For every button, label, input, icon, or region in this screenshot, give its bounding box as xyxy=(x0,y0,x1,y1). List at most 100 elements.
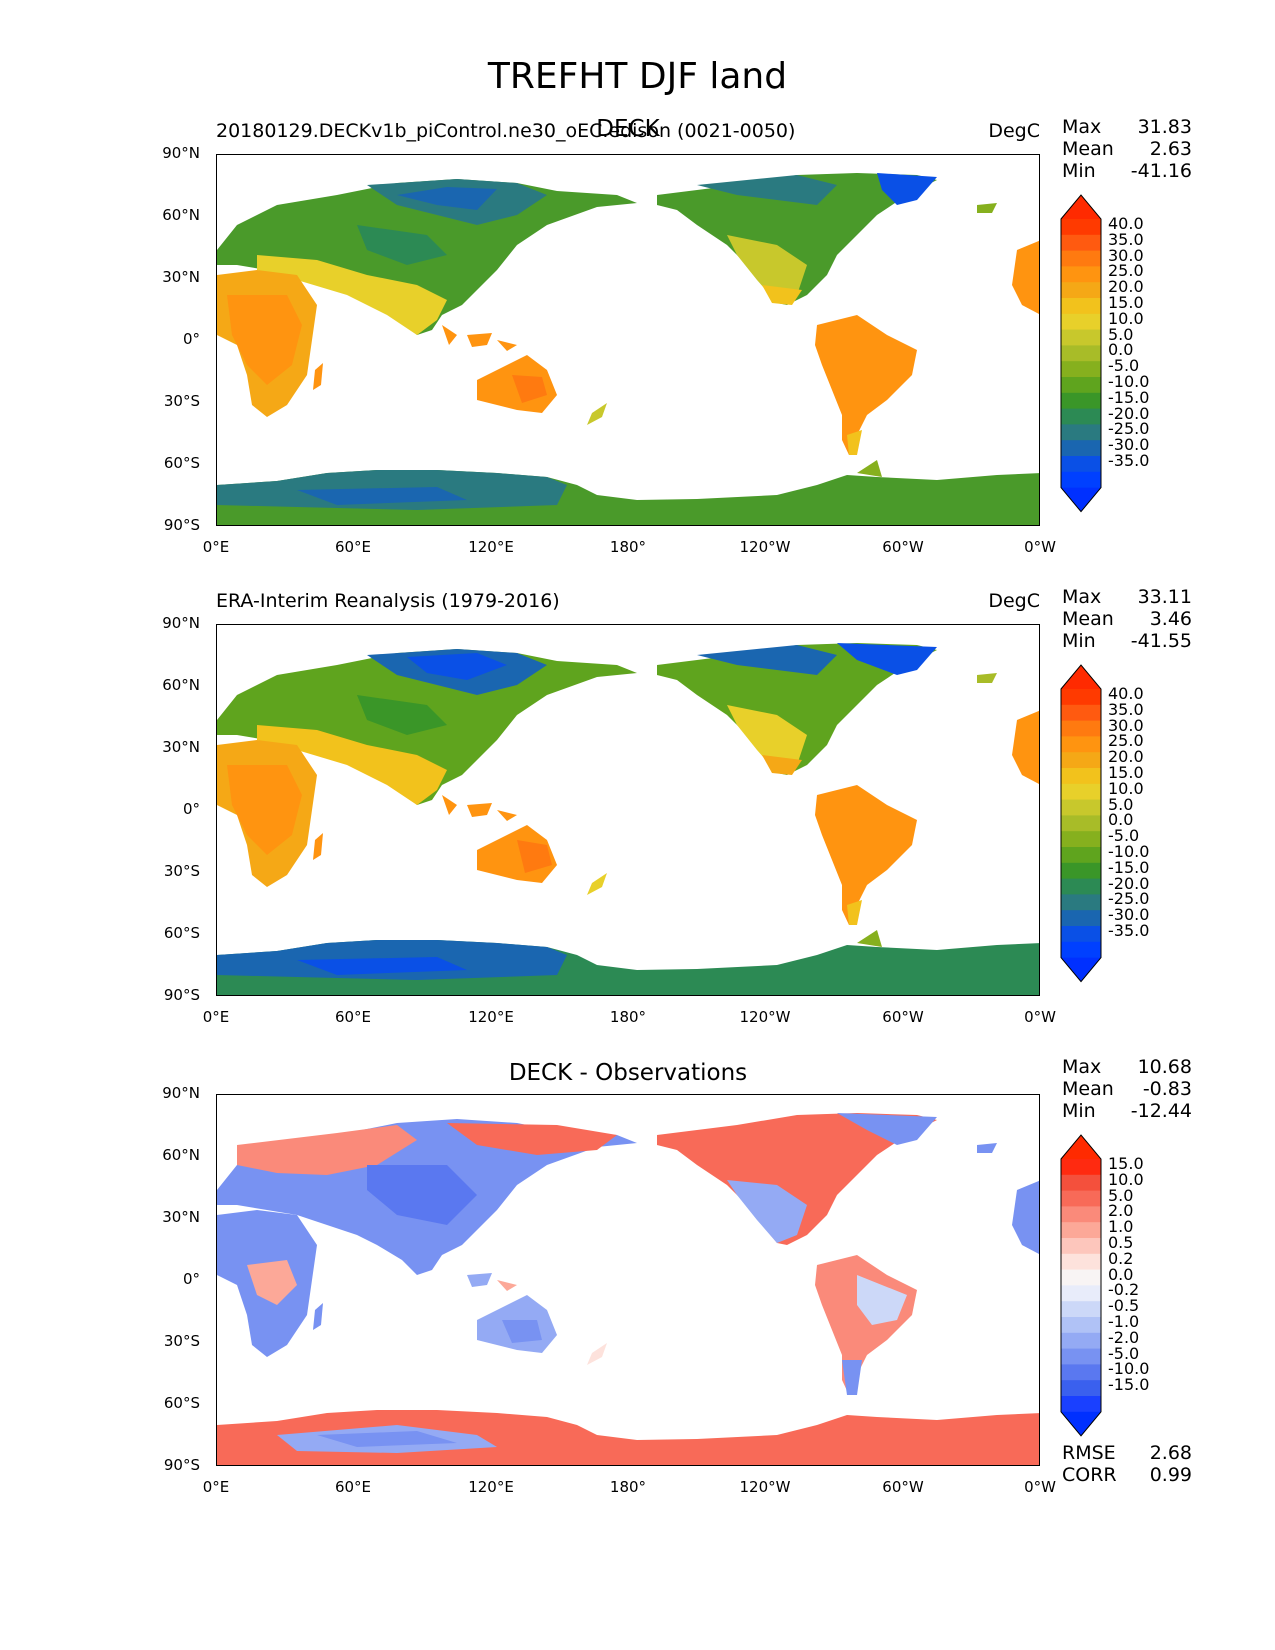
colorbar-segment xyxy=(1061,440,1101,457)
stat-max: 31.83 xyxy=(1137,116,1192,138)
colorbar-extend-under xyxy=(1061,957,1101,982)
colorbar-svg xyxy=(1060,664,1102,983)
colorbar-tick-label: -5.0 xyxy=(1108,1343,1140,1363)
panel-obs: ERA-Interim Reanalysis (1979-2016) DegC xyxy=(0,586,1275,1050)
colorbar-tick-label: -10.0 xyxy=(1108,1359,1150,1379)
colorbar-segment xyxy=(1061,329,1101,346)
colorbar-tick-label: 0.2 xyxy=(1108,1248,1134,1268)
colorbar-segment xyxy=(1061,282,1101,299)
colorbar-tick-label: 10.0 xyxy=(1108,778,1144,798)
colorbar-obs xyxy=(1060,664,1104,987)
colorbar-tick-label: -20.0 xyxy=(1108,873,1150,893)
colorbar-segment xyxy=(1061,1285,1101,1302)
lon-tick-label: 60°W xyxy=(882,1008,924,1026)
colorbar-segment xyxy=(1061,219,1101,236)
colorbar-segment xyxy=(1061,768,1101,785)
stats-diff-extra: RMSE 2.68 CORR 0.99 xyxy=(1062,1442,1192,1486)
colorbar-segment xyxy=(1061,234,1101,252)
lat-tick-label: 60°N xyxy=(162,1146,200,1164)
north-america-model xyxy=(657,173,937,305)
north-america-diff xyxy=(657,1113,937,1245)
colorbar-segment xyxy=(1061,1332,1101,1350)
south-america-obs xyxy=(815,785,917,925)
stat-label: Mean xyxy=(1062,608,1114,630)
colorbar-segment xyxy=(1061,361,1101,378)
stat-mean: 2.63 xyxy=(1149,138,1192,160)
lat-tick-label: 30°S xyxy=(163,392,200,410)
lon-tick-label: 60°W xyxy=(882,1478,924,1496)
colorbar-segment xyxy=(1061,1222,1101,1239)
colorbar-segment xyxy=(1061,831,1101,848)
colorbar-segment xyxy=(1061,847,1101,864)
colorbar-tick-label: 5.0 xyxy=(1108,794,1134,814)
colorbar-segment xyxy=(1061,1238,1101,1255)
north-america-obs xyxy=(657,643,937,775)
stat-label: Max xyxy=(1062,586,1102,608)
lon-tick-label: 0°W xyxy=(1024,1008,1056,1026)
stat-label: CORR xyxy=(1062,1464,1117,1486)
colorbar-segment xyxy=(1061,392,1101,410)
map-model xyxy=(216,154,1040,526)
colorbar-segment xyxy=(1061,926,1101,943)
lat-tick-label: 60°N xyxy=(162,206,200,224)
panel-diff-title-center: DECK - Observations xyxy=(508,1060,748,1086)
lon-tick-label: 120°E xyxy=(468,1008,514,1026)
panel-model-units: DegC xyxy=(988,120,1040,142)
colorbar-diff xyxy=(1060,1134,1104,1441)
colorbar-tick-label: -35.0 xyxy=(1108,920,1150,940)
lat-tick-label: 90°S xyxy=(163,516,200,534)
stat-corr: 0.99 xyxy=(1149,1464,1192,1486)
lon-tick-label: 180° xyxy=(609,1478,647,1496)
colorbar-outline xyxy=(1060,1134,1102,1437)
lon-tick-label: 0°E xyxy=(202,1478,230,1496)
colorbar-extend-under xyxy=(1061,1411,1101,1436)
colorbar-outline xyxy=(1060,664,1102,983)
colorbar-segment xyxy=(1061,298,1101,315)
colorbar-tick-label: -20.0 xyxy=(1108,403,1150,423)
colorbar-model xyxy=(1060,194,1104,517)
colorbar-segment xyxy=(1061,910,1101,927)
stat-rmse: 2.68 xyxy=(1149,1442,1192,1464)
lat-tick-label: 30°S xyxy=(163,862,200,880)
panel-diff: DECK - Observations xyxy=(0,1056,1275,1520)
colorbar-tick-label: 15.0 xyxy=(1108,762,1144,782)
lat-tick-label: 30°S xyxy=(163,1332,200,1350)
lat-tick-label: 90°S xyxy=(163,986,200,1004)
stat-label: RMSE xyxy=(1062,1442,1116,1464)
colorbar-extend-under xyxy=(1061,487,1101,512)
lon-tick-label: 60°E xyxy=(334,1008,372,1026)
map-model-svg xyxy=(217,173,1039,525)
colorbar-tick-label: -25.0 xyxy=(1108,889,1150,909)
stat-max: 10.68 xyxy=(1137,1056,1192,1078)
lon-tick-label: 180° xyxy=(609,538,647,556)
map-obs-svg xyxy=(217,643,1039,995)
colorbar-tick-label: 30.0 xyxy=(1108,715,1144,735)
lon-tick-label: 0°E xyxy=(202,1008,230,1026)
stat-mean: -0.83 xyxy=(1142,1078,1192,1100)
colorbar-segment xyxy=(1061,783,1101,801)
colorbar-tick-label: -10.0 xyxy=(1108,841,1150,861)
lat-tick-label: 60°N xyxy=(162,676,200,694)
colorbar-segment xyxy=(1061,1174,1101,1192)
colorbar-tick-label: 35.0 xyxy=(1108,229,1144,249)
map-diff-svg xyxy=(217,1113,1039,1465)
colorbar-tick-label: 25.0 xyxy=(1108,261,1144,281)
lat-tick-label: 30°N xyxy=(162,738,200,756)
stat-label: Max xyxy=(1062,116,1102,138)
colorbar-segment xyxy=(1061,878,1101,895)
lon-tick-label: 120°E xyxy=(468,1478,514,1496)
colorbar-segment xyxy=(1061,313,1101,331)
colorbar-tick-label: -5.0 xyxy=(1108,826,1140,846)
colorbar-extend-over xyxy=(1061,665,1101,689)
stat-label: Min xyxy=(1062,160,1096,182)
colorbar-tick-label: 0.0 xyxy=(1108,340,1134,360)
colorbar-tick-label: 15.0 xyxy=(1108,1154,1144,1173)
lat-tick-label: 60°S xyxy=(163,924,200,942)
lon-tick-label: 0°W xyxy=(1024,538,1056,556)
colorbar-tick-label: 15.0 xyxy=(1108,292,1144,312)
colorbar-segment xyxy=(1061,1190,1101,1207)
colorbar-segment xyxy=(1061,1364,1101,1381)
lat-tick-label: 0° xyxy=(182,1270,200,1288)
colorbar-segment xyxy=(1061,1253,1101,1271)
colorbar-tick-label: 1.0 xyxy=(1108,1217,1134,1237)
